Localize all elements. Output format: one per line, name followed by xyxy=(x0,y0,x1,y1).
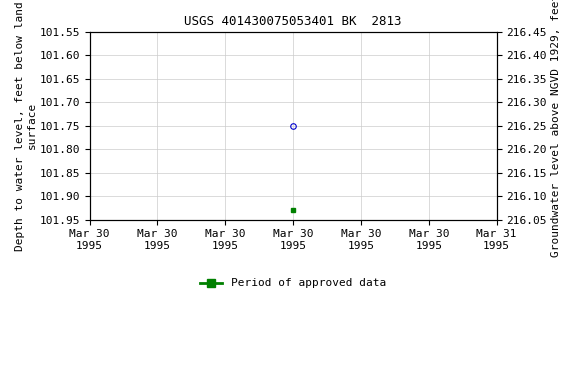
Legend: Period of approved data: Period of approved data xyxy=(195,274,391,293)
Y-axis label: Depth to water level, feet below land
surface: Depth to water level, feet below land su… xyxy=(15,1,37,251)
Y-axis label: Groundwater level above NGVD 1929, feet: Groundwater level above NGVD 1929, feet xyxy=(551,0,561,257)
Title: USGS 401430075053401 BK  2813: USGS 401430075053401 BK 2813 xyxy=(184,15,402,28)
